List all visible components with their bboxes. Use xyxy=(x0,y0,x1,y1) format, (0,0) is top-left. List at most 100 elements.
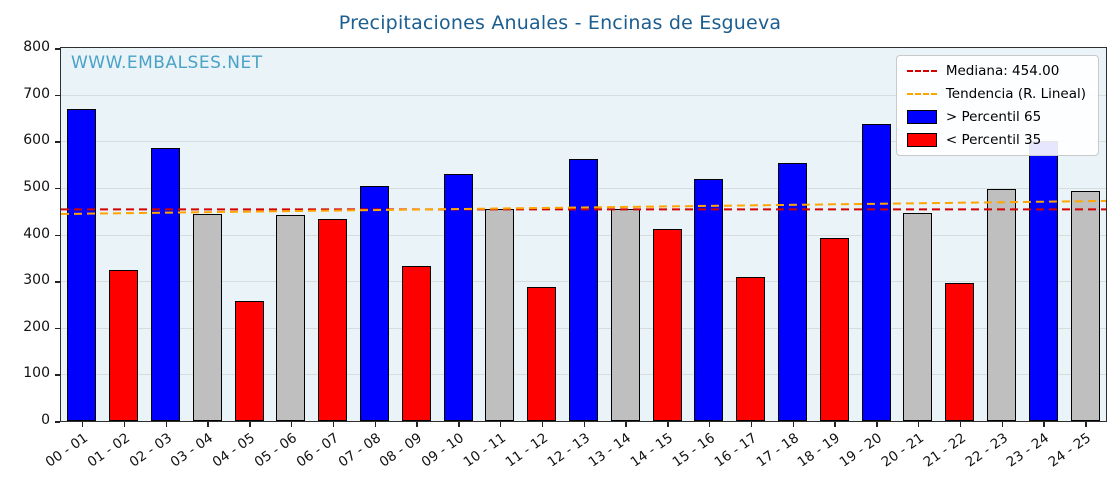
bar-01 - 02 xyxy=(109,270,139,421)
y-tick-mark xyxy=(55,141,60,143)
x-tick-mark xyxy=(792,422,794,427)
bar-05 - 06 xyxy=(276,214,306,421)
x-tick-mark xyxy=(81,422,84,427)
x-tick-label: 16 - 17 xyxy=(711,430,760,471)
x-tick-label: 18 - 19 xyxy=(795,430,844,471)
bar-00 - 01 xyxy=(67,108,97,421)
x-tick-mark xyxy=(458,422,460,427)
x-tick-mark xyxy=(1085,422,1087,427)
x-tick-mark xyxy=(876,422,878,427)
trend-dashed-line-swatch xyxy=(906,93,937,95)
x-tick-mark xyxy=(667,422,669,427)
x-tick-mark xyxy=(917,422,920,427)
x-tick-label: 20 - 21 xyxy=(878,430,928,471)
x-tick-label: 14 - 15 xyxy=(627,430,677,471)
median-dashed-line-swatch xyxy=(906,70,937,72)
bar-layer xyxy=(61,48,1106,421)
chart-title: Precipitaciones Anuales - Encinas de Esg… xyxy=(338,12,782,34)
legend-label-median: Mediana: 454.00 xyxy=(945,63,1060,79)
y-tick-mark xyxy=(55,374,60,376)
legend-item-median: Mediana: 454.00 xyxy=(906,63,1086,79)
bar-22 - 23 xyxy=(987,189,1016,421)
x-tick-mark xyxy=(1001,422,1003,427)
x-tick-label: 12 - 13 xyxy=(544,430,593,471)
y-tick-mark xyxy=(55,421,60,423)
y-tick-label: 400 xyxy=(23,225,50,242)
legend-item-trend: Tendencia (R. Lineal) xyxy=(906,86,1086,102)
x-tick-mark xyxy=(708,422,711,427)
bar-10 - 11 xyxy=(485,208,515,421)
x-tick-label: 17 - 18 xyxy=(753,430,802,471)
bar-02 - 03 xyxy=(151,148,180,421)
x-tick-label: 24 - 25 xyxy=(1045,430,1095,471)
x-tick-mark xyxy=(834,422,836,427)
plot-area: WWW.EMBALSES.NET Mediana: 454.00 Tendenc… xyxy=(60,47,1107,422)
x-tick-label: 01 - 02 xyxy=(84,430,133,471)
bar-04 - 05 xyxy=(234,301,264,421)
x-tick-label: 13 - 14 xyxy=(586,430,635,471)
bar-23 - 24 xyxy=(1028,141,1058,421)
legend-label-trend: Tendencia (R. Lineal) xyxy=(945,86,1086,102)
bar-16 - 17 xyxy=(736,277,766,421)
watermark: WWW.EMBALSES.NET xyxy=(71,53,263,73)
legend-label-below-percentile: < Percentil 35 xyxy=(945,132,1042,148)
x-tick-mark xyxy=(1043,422,1045,427)
x-tick-label: 19 - 20 xyxy=(836,430,886,471)
legend: Mediana: 454.00 Tendencia (R. Lineal) > … xyxy=(895,55,1099,156)
bar-17 - 18 xyxy=(778,163,807,421)
x-tick-label: 22 - 23 xyxy=(962,430,1011,471)
x-tick-mark xyxy=(499,422,502,427)
x-tick-mark xyxy=(750,422,753,427)
x-tick-mark xyxy=(625,422,627,427)
x-tick-mark xyxy=(332,422,335,427)
x-tick-label: 08 - 09 xyxy=(377,430,426,471)
x-tick-label: 04 - 05 xyxy=(209,430,259,471)
x-tick-label: 02 - 03 xyxy=(126,430,175,471)
x-tick-label: 00 - 01 xyxy=(42,430,92,471)
x-tick-label: 11 - 12 xyxy=(502,430,551,471)
red-bar-swatch xyxy=(906,133,937,147)
y-tick-mark xyxy=(55,281,60,283)
y-tick-label: 100 xyxy=(23,365,50,382)
y-tick-label: 500 xyxy=(23,178,50,195)
x-tick-mark xyxy=(123,422,126,427)
bar-19 - 20 xyxy=(861,123,891,421)
x-tick-mark xyxy=(249,422,251,427)
bar-14 - 15 xyxy=(652,229,682,421)
bar-03 - 04 xyxy=(192,214,222,421)
bar-21 - 22 xyxy=(945,283,975,421)
x-tick-mark xyxy=(374,422,376,427)
trend-line xyxy=(61,199,1106,215)
x-tick-mark xyxy=(541,422,544,427)
legend-label-above-percentile: > Percentil 65 xyxy=(945,109,1042,125)
y-tick-label: 600 xyxy=(23,132,50,149)
x-tick-label: 21 - 22 xyxy=(920,430,969,471)
bar-06 - 07 xyxy=(318,219,348,421)
y-tick-label: 0 xyxy=(41,412,50,428)
x-tick-mark xyxy=(959,422,962,427)
y-tick-mark xyxy=(55,234,60,236)
bar-20 - 21 xyxy=(903,212,933,421)
bar-08 - 09 xyxy=(401,265,431,421)
bar-09 - 10 xyxy=(443,173,473,421)
x-tick-mark xyxy=(416,422,418,427)
bar-15 - 16 xyxy=(694,178,724,421)
x-tick-mark xyxy=(290,422,293,427)
legend-item-below-percentile: < Percentil 35 xyxy=(906,132,1086,148)
x-tick-label: 05 - 06 xyxy=(251,430,301,471)
bar-11 - 12 xyxy=(527,287,557,421)
legend-item-above-percentile: > Percentil 65 xyxy=(906,109,1086,125)
y-tick-label: 800 xyxy=(23,39,50,55)
bar-07 - 08 xyxy=(360,186,389,421)
y-tick-mark xyxy=(55,187,60,190)
y-tick-label: 700 xyxy=(23,85,50,102)
x-tick-label: 23 - 24 xyxy=(1004,430,1053,471)
y-tick-mark xyxy=(55,48,60,50)
y-tick-mark xyxy=(55,94,60,97)
x-tick-label: 03 - 04 xyxy=(168,430,217,471)
blue-bar-swatch xyxy=(906,110,937,124)
x-tick-label: 10 - 11 xyxy=(460,430,510,471)
x-tick-label: 07 - 08 xyxy=(335,430,384,471)
x-tick-label: 06 - 07 xyxy=(293,430,342,471)
